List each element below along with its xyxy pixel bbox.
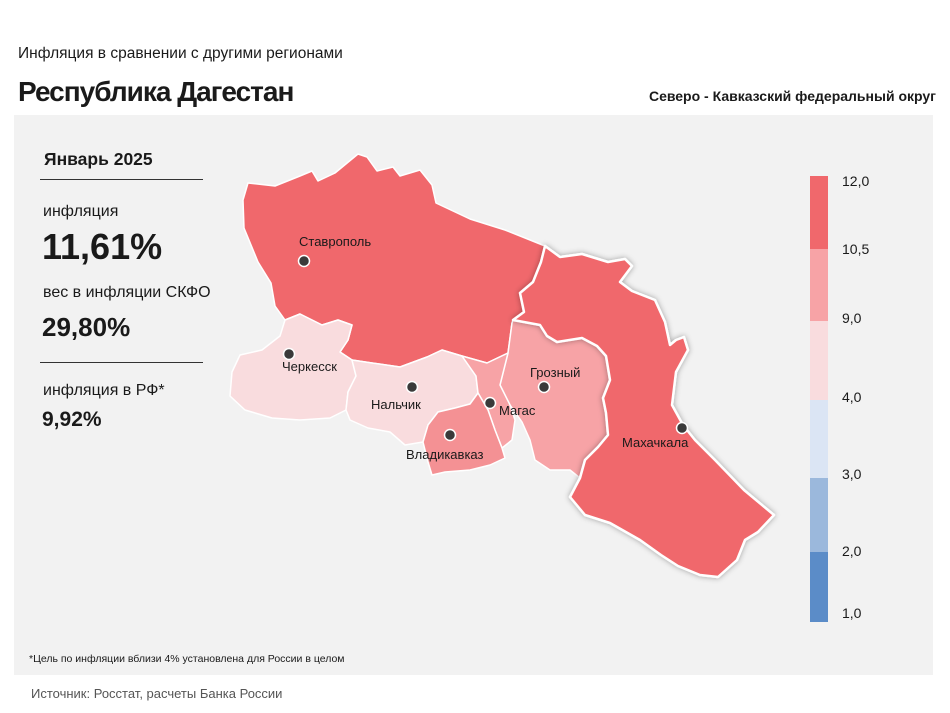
inflation-value: 11,61% — [42, 226, 163, 267]
period-label: Январь 2025 — [44, 149, 153, 169]
district-name: Северо - Кавказский федеральный округ — [648, 88, 936, 104]
page-subtitle: Инфляция в сравнении с другими регионами — [18, 45, 343, 62]
city-label-magas: Магас — [499, 403, 536, 418]
city-label-nalchik: Нальчик — [371, 397, 421, 412]
city-dot-magas — [483, 396, 497, 410]
city-label-stavropol: Ставрополь — [299, 234, 371, 249]
scale-segment — [810, 478, 828, 552]
city-label-makhachkala: Махачкала — [622, 435, 689, 450]
weight-label: вес в инфляции СКФО — [43, 284, 211, 301]
scale-tick: 4,0 — [842, 389, 862, 405]
rf-inflation-label: инфляция в РФ* — [43, 382, 165, 399]
city-dot-cherkessk — [282, 347, 296, 361]
city-label-cherkessk: Черкесск — [282, 359, 337, 374]
city-label-vladikavkaz: Владикавказ — [406, 447, 484, 462]
city-label-grozny: Грозный — [530, 365, 580, 380]
inflation-label: инфляция — [43, 203, 119, 220]
highlighted-region — [511, 244, 776, 579]
city-dot-nalchik — [405, 380, 419, 394]
scale-segment — [810, 400, 828, 478]
region-north-ossetia — [422, 392, 506, 476]
city-dot-stavropol — [297, 254, 311, 268]
scale-tick: 9,0 — [842, 310, 862, 326]
weight-value: 29,80% — [42, 312, 131, 342]
divider — [40, 362, 203, 363]
scale-tick: 12,0 — [842, 173, 870, 189]
scale-segment — [810, 321, 828, 400]
city-dot-makhachkala — [675, 421, 689, 435]
page-title: Республика Дагестан — [18, 76, 294, 107]
scale-tick: 10,5 — [842, 241, 870, 257]
source-note: Источник: Росстат, расчеты Банка России — [31, 686, 283, 701]
scale-tick: 3,0 — [842, 466, 862, 482]
city-dot-vladikavkaz — [443, 428, 457, 442]
scale-segment — [810, 552, 828, 622]
scale-tick: 1,0 — [842, 605, 862, 621]
rf-inflation-value: 9,92% — [42, 408, 102, 431]
scale-segment — [810, 249, 828, 321]
divider — [40, 179, 203, 180]
footnote: *Цель по инфляции вблизи 4% установлена … — [29, 653, 345, 665]
city-markers: Ставрополь Черкесск Нальчик Магас Владик… — [282, 234, 689, 462]
city-dot-grozny — [537, 380, 551, 394]
scale-segment — [810, 176, 828, 249]
scale-tick: 2,0 — [842, 543, 862, 559]
